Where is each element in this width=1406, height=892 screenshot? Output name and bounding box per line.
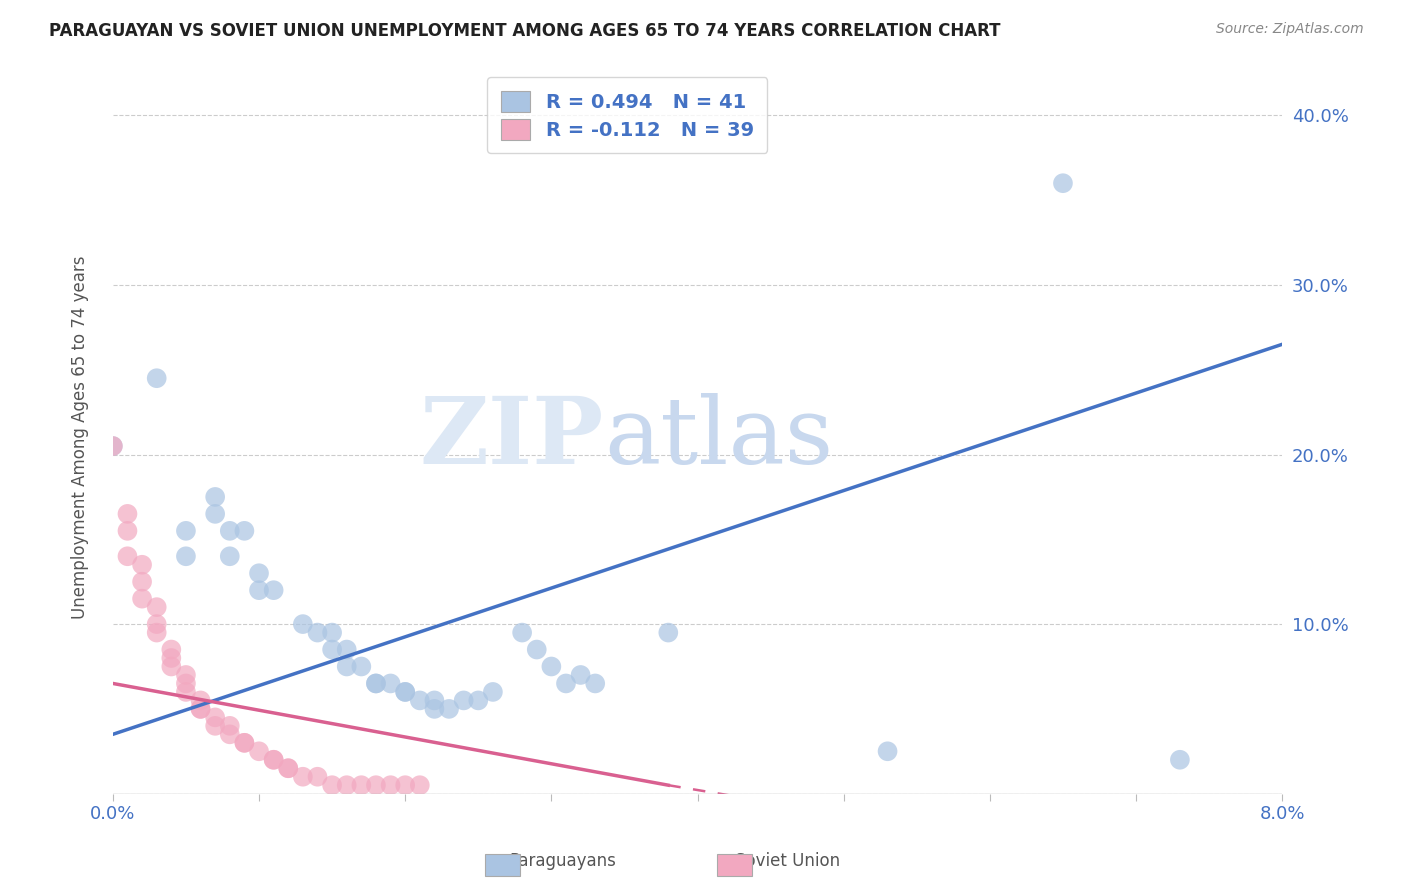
Text: Paraguayans: Paraguayans bbox=[509, 852, 616, 870]
Point bbox=[350, 659, 373, 673]
Point bbox=[190, 702, 212, 716]
Point bbox=[876, 744, 898, 758]
Point bbox=[1052, 176, 1074, 190]
Point bbox=[482, 685, 505, 699]
Point bbox=[218, 524, 240, 538]
Point bbox=[190, 702, 212, 716]
Point bbox=[204, 719, 226, 733]
Point bbox=[467, 693, 489, 707]
Point bbox=[453, 693, 475, 707]
Point bbox=[117, 507, 139, 521]
Point bbox=[204, 490, 226, 504]
Point bbox=[101, 439, 124, 453]
Point bbox=[423, 693, 446, 707]
Point bbox=[409, 693, 432, 707]
Point bbox=[394, 778, 416, 792]
Point bbox=[204, 710, 226, 724]
Text: Soviet Union: Soviet Union bbox=[735, 852, 839, 870]
Point bbox=[174, 549, 197, 564]
Point bbox=[160, 659, 183, 673]
Point bbox=[117, 549, 139, 564]
Point bbox=[423, 702, 446, 716]
Point bbox=[336, 642, 359, 657]
Point bbox=[233, 736, 256, 750]
Point bbox=[394, 685, 416, 699]
Point bbox=[263, 583, 285, 598]
Point bbox=[218, 727, 240, 741]
Point bbox=[131, 574, 153, 589]
Point bbox=[263, 753, 285, 767]
Point bbox=[190, 693, 212, 707]
Point bbox=[380, 676, 402, 690]
Point bbox=[409, 778, 432, 792]
Point bbox=[321, 642, 343, 657]
Point bbox=[394, 685, 416, 699]
Point bbox=[174, 676, 197, 690]
Point bbox=[510, 625, 533, 640]
Point bbox=[204, 507, 226, 521]
Point bbox=[174, 668, 197, 682]
Point bbox=[364, 676, 387, 690]
Point bbox=[247, 566, 270, 581]
Point bbox=[117, 524, 139, 538]
Point bbox=[174, 685, 197, 699]
Point bbox=[160, 651, 183, 665]
Point bbox=[380, 778, 402, 792]
Point bbox=[569, 668, 592, 682]
Point bbox=[364, 676, 387, 690]
Point bbox=[657, 625, 679, 640]
Point bbox=[145, 617, 167, 632]
Point bbox=[233, 524, 256, 538]
Point bbox=[218, 549, 240, 564]
Point bbox=[131, 558, 153, 572]
Point bbox=[307, 770, 329, 784]
Point bbox=[583, 676, 606, 690]
Point bbox=[174, 524, 197, 538]
Y-axis label: Unemployment Among Ages 65 to 74 years: Unemployment Among Ages 65 to 74 years bbox=[72, 256, 89, 619]
Point bbox=[145, 625, 167, 640]
Point bbox=[145, 600, 167, 615]
Point bbox=[350, 778, 373, 792]
Legend: R = 0.494   N = 41, R = -0.112   N = 39: R = 0.494 N = 41, R = -0.112 N = 39 bbox=[488, 77, 768, 153]
Point bbox=[233, 736, 256, 750]
Text: Source: ZipAtlas.com: Source: ZipAtlas.com bbox=[1216, 22, 1364, 37]
Point bbox=[160, 642, 183, 657]
Text: ZIP: ZIP bbox=[420, 392, 605, 483]
Point bbox=[336, 659, 359, 673]
Point bbox=[336, 778, 359, 792]
Point bbox=[321, 625, 343, 640]
Point bbox=[247, 744, 270, 758]
Point bbox=[218, 719, 240, 733]
Point bbox=[277, 761, 299, 775]
Point bbox=[247, 583, 270, 598]
Point bbox=[364, 778, 387, 792]
Point bbox=[145, 371, 167, 385]
Point bbox=[321, 778, 343, 792]
Point bbox=[263, 753, 285, 767]
Text: PARAGUAYAN VS SOVIET UNION UNEMPLOYMENT AMONG AGES 65 TO 74 YEARS CORRELATION CH: PARAGUAYAN VS SOVIET UNION UNEMPLOYMENT … bbox=[49, 22, 1001, 40]
Point bbox=[1168, 753, 1191, 767]
Text: atlas: atlas bbox=[605, 392, 834, 483]
Point bbox=[291, 617, 314, 632]
Point bbox=[437, 702, 460, 716]
Point bbox=[307, 625, 329, 640]
Point bbox=[555, 676, 578, 690]
Point bbox=[277, 761, 299, 775]
Point bbox=[101, 439, 124, 453]
Point bbox=[540, 659, 562, 673]
Point bbox=[131, 591, 153, 606]
Point bbox=[291, 770, 314, 784]
Point bbox=[526, 642, 548, 657]
